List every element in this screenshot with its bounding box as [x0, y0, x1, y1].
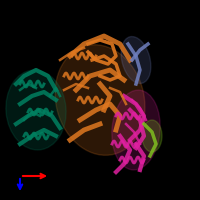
Ellipse shape [121, 37, 151, 83]
Ellipse shape [112, 90, 160, 170]
Ellipse shape [6, 70, 66, 150]
Ellipse shape [55, 45, 145, 155]
Ellipse shape [142, 120, 162, 152]
